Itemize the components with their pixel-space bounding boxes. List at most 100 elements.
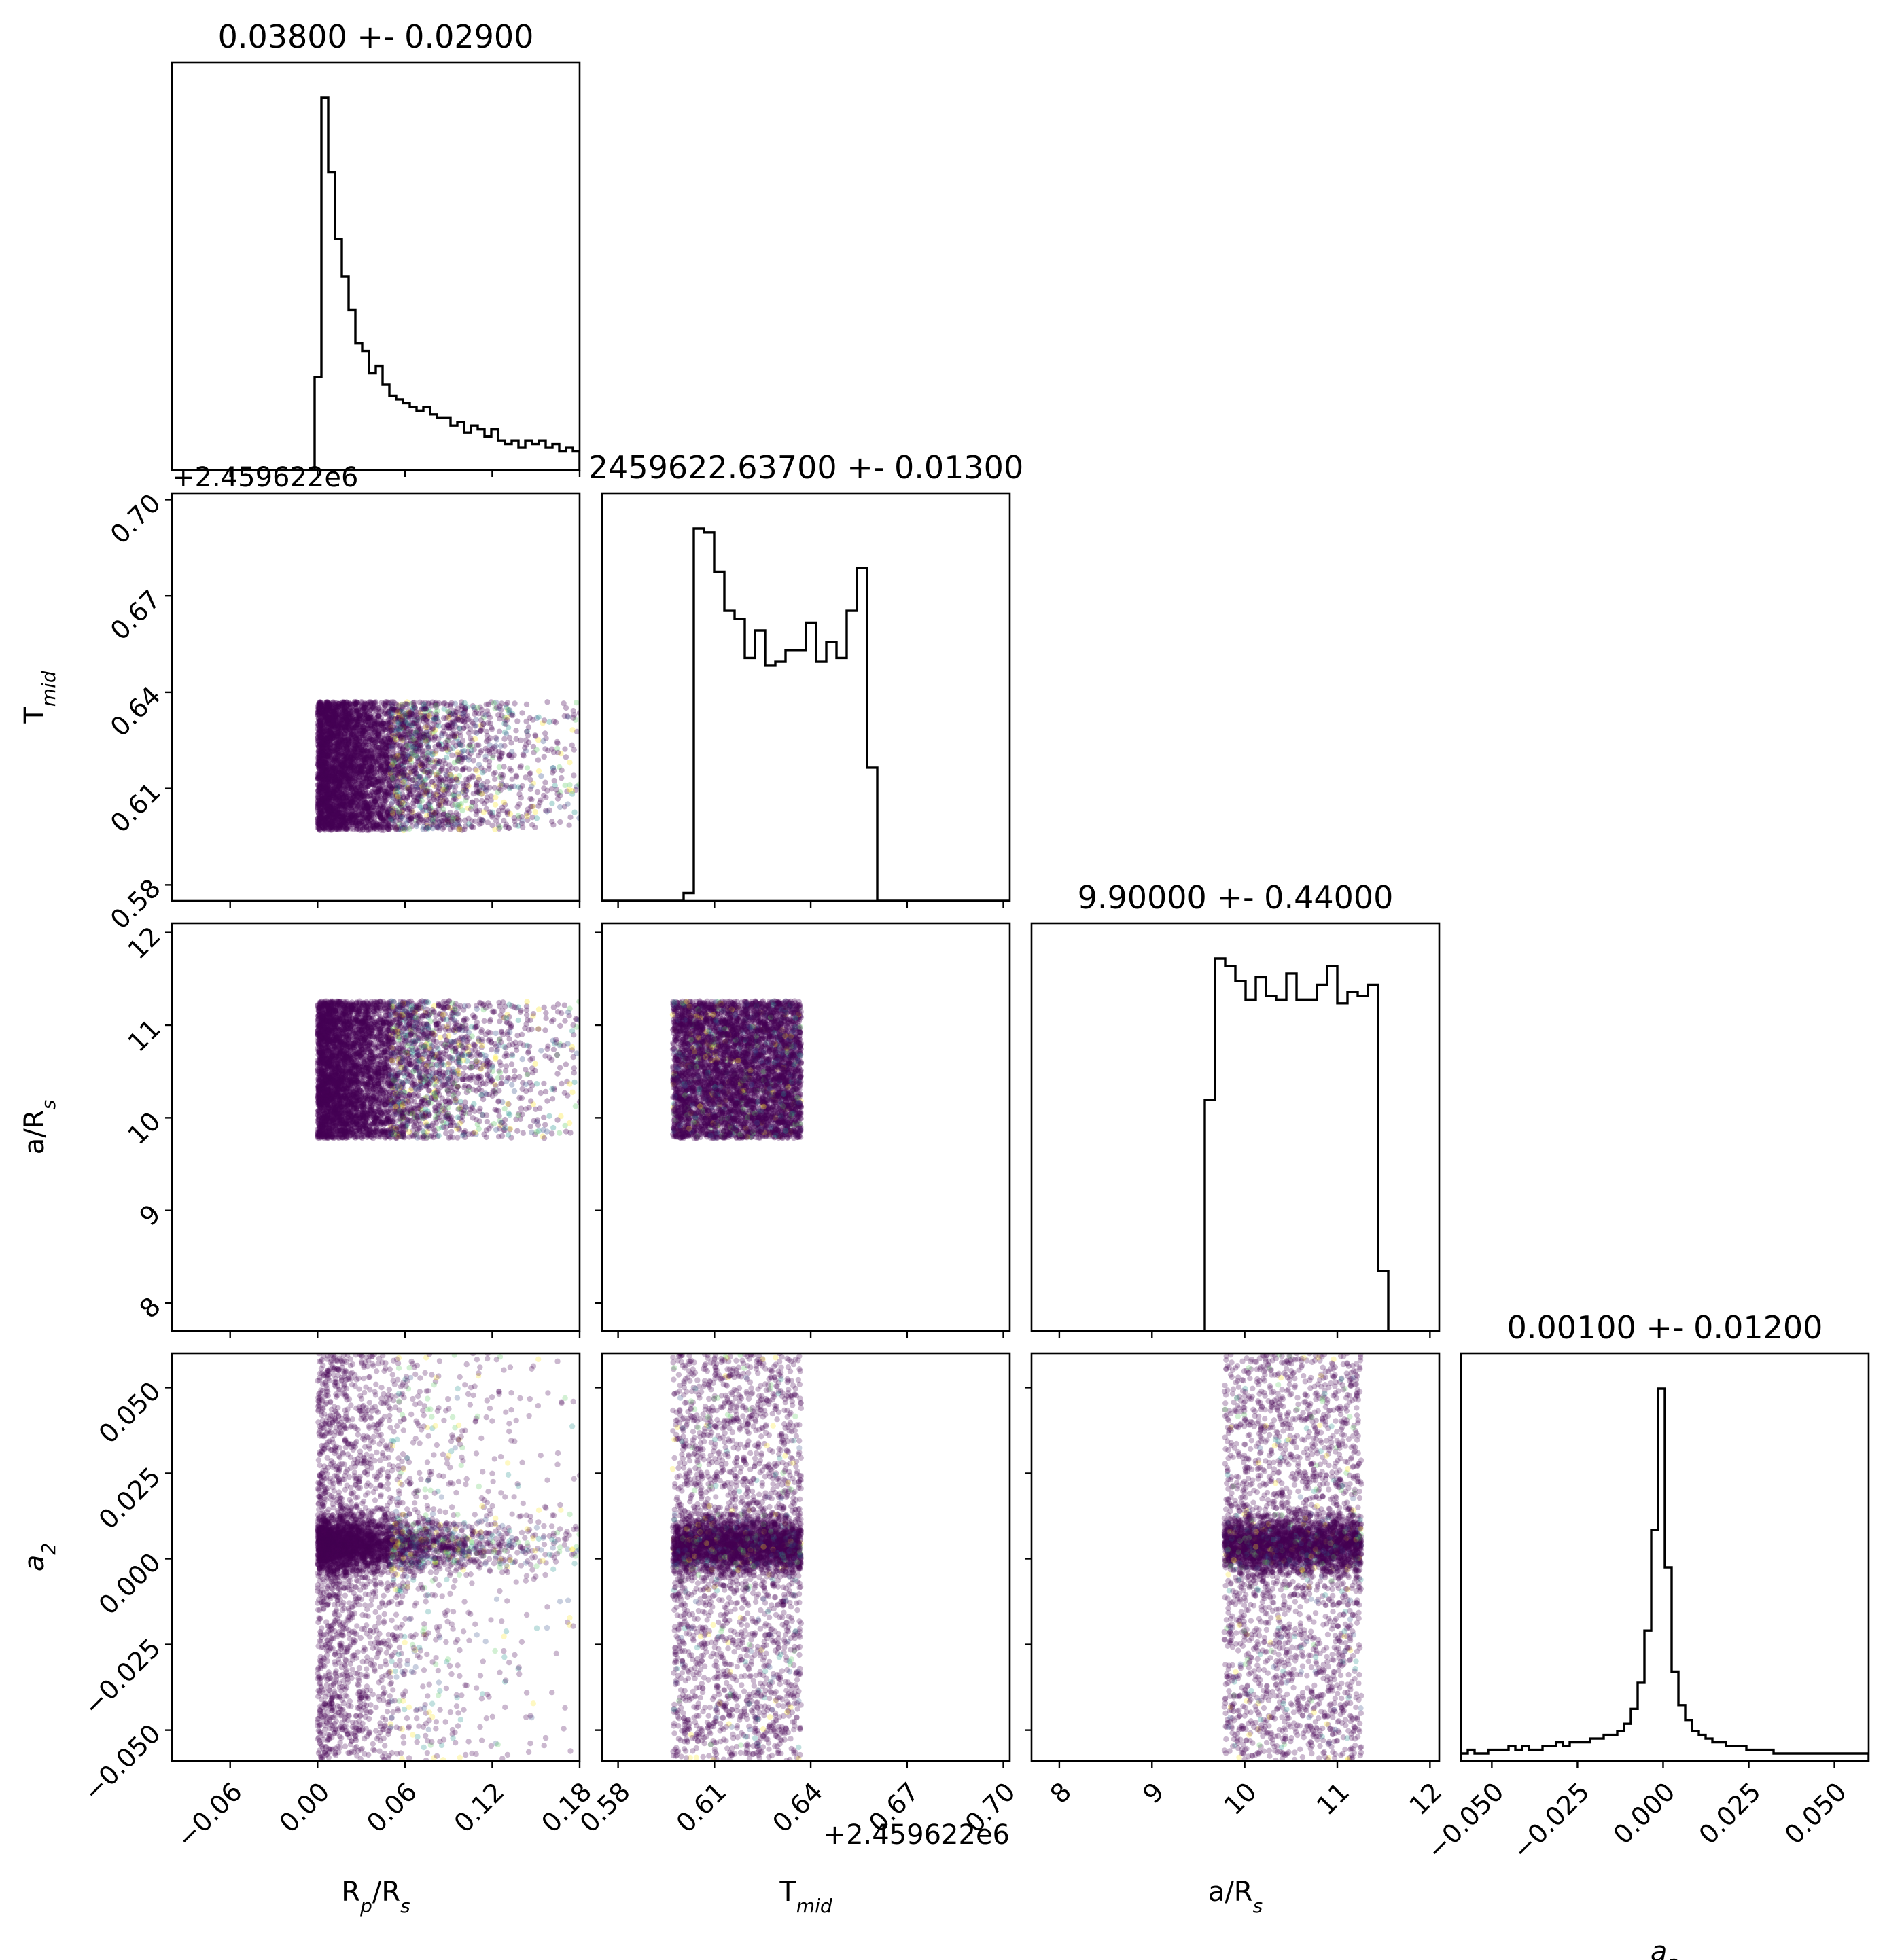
scatter-point: [339, 702, 345, 708]
scatter-point: [345, 701, 351, 707]
scatter-point: [342, 720, 349, 726]
scatter-point: [343, 705, 350, 711]
scatter-point: [557, 804, 563, 810]
scatter-point: [328, 819, 335, 825]
scatter-point: [336, 728, 342, 734]
scatter-point: [391, 753, 398, 760]
scatter-point: [348, 781, 354, 788]
scatter-point: [472, 818, 478, 825]
scatter-point: [334, 766, 340, 773]
scatter-point: [328, 808, 334, 814]
scatter-point: [368, 748, 374, 754]
scatter-point: [365, 719, 372, 726]
scatter-point: [493, 818, 499, 824]
scatter-point: [476, 762, 482, 768]
scatter-point: [383, 785, 389, 791]
scatter-point: [487, 720, 493, 726]
scatter-point: [383, 797, 389, 803]
scatter-point: [527, 796, 533, 802]
scatter-point: [356, 807, 362, 813]
scatter-point: [325, 795, 332, 802]
scatter-point: [493, 743, 499, 749]
scatter-point: [338, 736, 344, 743]
scatter-point: [492, 776, 498, 783]
scatter-point: [325, 703, 332, 710]
scatter-point: [346, 726, 352, 732]
scatter-point: [323, 707, 329, 713]
scatter-point: [399, 717, 405, 724]
scatter-point: [441, 811, 448, 817]
scatter-point: [369, 700, 375, 707]
scatter-point: [418, 785, 424, 791]
scatter-point: [562, 782, 568, 789]
scatter-point: [444, 818, 451, 825]
scatter-point: [318, 813, 325, 819]
scatter-point: [344, 798, 350, 804]
scatter-point: [419, 806, 425, 813]
scatter-point: [402, 732, 408, 738]
scatter-point: [532, 808, 538, 815]
scatter-point: [413, 823, 420, 830]
scatter-point: [347, 789, 354, 796]
scatter-point: [334, 700, 340, 707]
scatter-point: [559, 774, 565, 781]
scatter-point: [329, 824, 336, 830]
scatter-point: [478, 765, 485, 771]
scatter-point: [380, 750, 386, 756]
scatter-point: [542, 808, 549, 814]
scatter-point: [440, 758, 447, 764]
scatter-point: [323, 815, 329, 821]
scatter-point: [340, 716, 346, 722]
scatter-point: [370, 800, 376, 806]
scatter-point: [384, 772, 390, 779]
scatter-point: [362, 736, 369, 743]
scatter-point: [430, 763, 437, 770]
scatter-point: [421, 713, 428, 719]
scatter-point: [465, 730, 472, 736]
scatter-point: [319, 810, 325, 816]
scatter-point: [338, 716, 345, 723]
scatter-point: [473, 717, 479, 723]
scatter-point: [374, 766, 381, 772]
scatter-point: [342, 779, 349, 785]
scatter-point: [512, 822, 518, 828]
scatter-point: [315, 815, 321, 821]
scatter-point: [462, 817, 468, 823]
scatter-point: [478, 707, 485, 713]
scatter-point: [362, 726, 368, 732]
scatter-point: [571, 747, 577, 753]
scatter-point: [351, 785, 357, 791]
scatter-point: [522, 745, 528, 751]
scatter-point: [328, 769, 334, 775]
scatter-point: [424, 789, 431, 796]
scatter-points-tmid-rp: [315, 698, 580, 834]
scatter-point: [368, 800, 374, 806]
scatter-point: [324, 798, 330, 805]
scatter-point: [385, 748, 391, 755]
scatter-point: [363, 713, 370, 719]
scatter-point: [400, 736, 406, 742]
scatter-point: [316, 709, 322, 715]
scatter-point: [404, 813, 410, 819]
scatter-point: [449, 752, 455, 758]
scatter-point: [416, 773, 422, 779]
scatter-point: [372, 737, 379, 743]
scatter-point: [418, 713, 424, 719]
scatter-point: [322, 807, 328, 813]
scatter-point: [527, 777, 533, 783]
scatter-point: [359, 810, 366, 817]
scatter-point: [412, 774, 419, 781]
scatter-point: [324, 773, 330, 779]
scatter-point: [447, 778, 453, 784]
scatter-point: [346, 762, 353, 768]
scatter-point: [444, 755, 450, 761]
scatter-point: [345, 742, 351, 749]
scatter-point: [405, 756, 411, 763]
scatter-point: [331, 742, 338, 748]
scatter-point: [457, 733, 463, 739]
scatter-point: [389, 706, 396, 713]
scatter-point: [391, 706, 397, 713]
scatter-point: [451, 731, 457, 738]
scatter-point: [316, 825, 323, 832]
scatter-point: [351, 815, 357, 821]
